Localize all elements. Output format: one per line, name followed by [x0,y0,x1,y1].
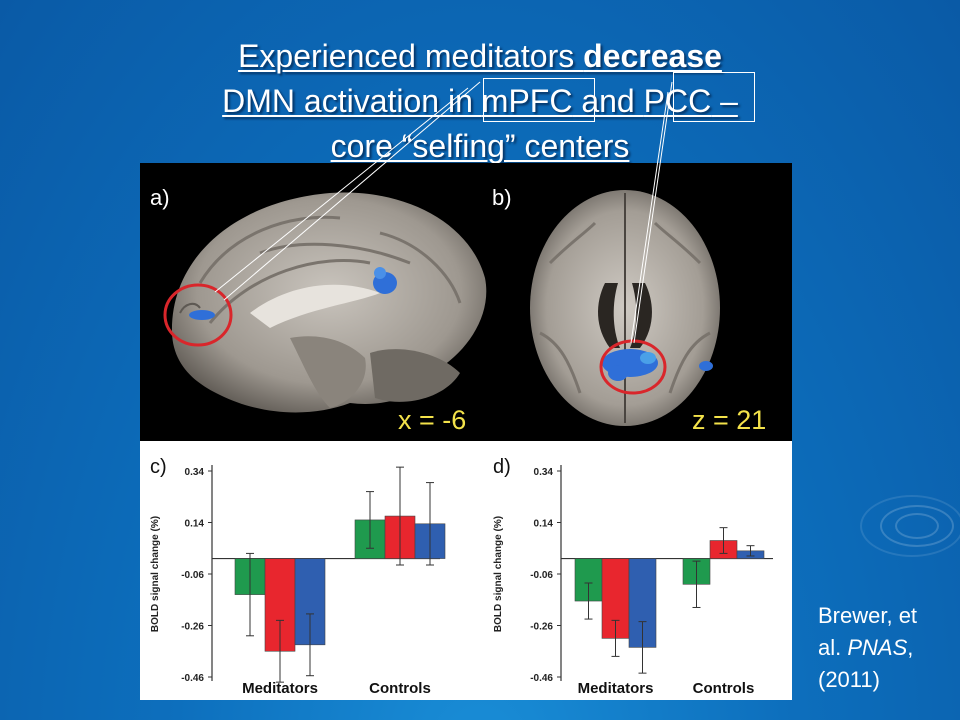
axial-brain [530,190,720,426]
chart-panel-label: c) [150,456,167,478]
panel-b-label: b) [492,185,512,210]
brain-svg [163,190,720,426]
y-tick-label: -0.06 [181,570,204,581]
title-text: DMN activation in [222,83,482,119]
y-tick-label: -0.26 [530,622,553,633]
category-label: Controls [369,680,431,697]
y-tick-label: -0.06 [530,570,553,581]
citation: Brewer, et al. PNAS, (2011) [818,600,917,696]
title-emphasis: decrease [583,38,722,74]
citation-line-2: al. PNAS, [818,632,917,664]
citation-text: , [907,635,914,660]
category-label: Controls [693,680,755,697]
y-axis-label: BOLD signal change (%) [493,516,504,632]
pcc-highlight-box [673,72,755,122]
y-tick-label: -0.26 [181,622,204,633]
title-mpfc: mPFC [481,83,573,119]
y-tick-label: 0.14 [534,519,554,530]
y-axis-label: BOLD signal change (%) [150,516,161,632]
citation-journal: PNAS [847,635,908,660]
title-text: Experienced meditators [238,38,584,74]
mpfc-circle [163,283,233,347]
y-tick-label: 0.14 [185,519,205,530]
category-label: Meditators [578,680,654,697]
activation-mpfc [189,310,215,320]
category-label: Meditators [242,680,318,697]
brain-images-panel: a) b) x = -6 z = 21 [140,163,792,441]
figure: a) b) x = -6 z = 21 c) 0.34 0.14 -0.06 -0.26… [140,163,792,700]
title-text: and [572,83,644,119]
chart-panel-label: d) [493,456,511,478]
mpfc-highlight-box [483,78,595,122]
y-tick-label: -0.46 [530,673,553,684]
title-text: – [711,83,738,119]
citation-line-1: Brewer, et [818,603,918,628]
citation-text: al. [818,635,848,660]
y-tick-label: 0.34 [185,467,205,478]
bar-charts: c) 0.34 0.14 -0.06 -0.26 -0.46 BOLD signal cha… [150,456,773,697]
panel-b-coordinate: z = 21 [692,405,767,435]
panel-a-coordinate: x = -6 [398,405,467,435]
sagittal-brain [171,192,487,413]
y-tick-label: -0.46 [181,673,204,684]
y-tick-label: 0.34 [534,467,554,478]
title-text: core “selfing” centers [330,128,630,164]
panel-a-label: a) [150,185,170,210]
citation-line-3: (2011) [818,667,880,692]
title-line-1: Experienced meditators decrease [170,34,790,79]
